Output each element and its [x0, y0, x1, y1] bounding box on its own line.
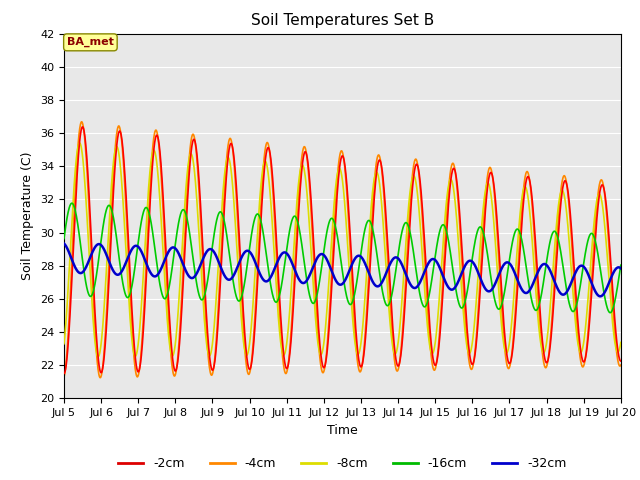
- Title: Soil Temperatures Set B: Soil Temperatures Set B: [251, 13, 434, 28]
- X-axis label: Time: Time: [327, 424, 358, 437]
- Y-axis label: Soil Temperature (C): Soil Temperature (C): [22, 152, 35, 280]
- Text: BA_met: BA_met: [67, 37, 114, 48]
- Legend: -2cm, -4cm, -8cm, -16cm, -32cm: -2cm, -4cm, -8cm, -16cm, -32cm: [113, 452, 572, 475]
